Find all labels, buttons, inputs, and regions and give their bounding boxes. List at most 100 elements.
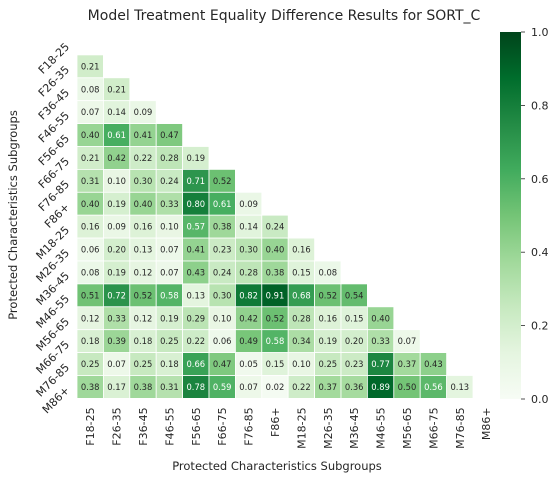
cell-value-label: 0.20 xyxy=(345,336,364,346)
colorbar-tick-label: 0.8 xyxy=(531,99,549,112)
x-tick-label: M86+ xyxy=(480,407,493,440)
colorbar-tick-label: 0.4 xyxy=(531,246,549,259)
cell-value-label: 0.33 xyxy=(160,199,179,209)
cell-value-label: 0.39 xyxy=(107,336,126,346)
cell-value-label: 0.56 xyxy=(424,382,443,392)
cell-value-label: 0.19 xyxy=(107,267,126,277)
cell-value-label: 0.19 xyxy=(107,199,126,209)
cell-value-label: 0.71 xyxy=(186,176,205,186)
cell-value-label: 0.25 xyxy=(318,359,337,369)
cell-value-label: 0.40 xyxy=(81,130,100,140)
cell-value-label: 0.42 xyxy=(107,153,126,163)
x-tick-label: M76-85 xyxy=(454,407,467,448)
cell-value-label: 0.16 xyxy=(134,222,153,232)
cell-value-label: 0.10 xyxy=(107,176,126,186)
x-tick-label: M36-45 xyxy=(348,407,361,448)
cell-value-label: 0.08 xyxy=(81,267,100,277)
cell-value-label: 0.43 xyxy=(424,359,443,369)
heatmap-cell xyxy=(446,375,474,399)
cell-value-label: 0.28 xyxy=(292,313,311,323)
cell-value-label: 0.19 xyxy=(186,153,205,163)
x-tick-label: F76-85 xyxy=(243,407,256,445)
cell-value-label: 0.25 xyxy=(81,359,100,369)
cell-value-label: 0.47 xyxy=(160,130,179,140)
cell-value-label: 0.15 xyxy=(345,313,364,323)
cell-value-label: 0.09 xyxy=(107,222,126,232)
cell-value-label: 0.72 xyxy=(107,290,126,300)
cell-value-label: 0.24 xyxy=(213,267,232,277)
cell-value-label: 0.29 xyxy=(186,313,205,323)
cell-value-label: 0.30 xyxy=(134,176,153,186)
x-tick-labels: F18-25 F26-35 F36-45 F46-55 F56-65 F66-75 F76-… xyxy=(84,407,493,448)
cell-value-label: 0.24 xyxy=(160,176,179,186)
cell-value-label: 0.41 xyxy=(186,245,205,255)
cell-value-label: 0.25 xyxy=(160,336,179,346)
cell-value-label: 0.16 xyxy=(318,313,337,323)
cell-value-label: 0.58 xyxy=(160,290,179,300)
cell-value-label: 0.33 xyxy=(371,336,390,346)
x-tick-label: F18-25 xyxy=(84,407,97,445)
cell-value-label: 0.22 xyxy=(186,336,205,346)
cell-value-label: 0.34 xyxy=(292,336,311,346)
x-tick-label: F36-45 xyxy=(137,407,150,445)
cell-value-label: 0.07 xyxy=(239,382,258,392)
cell-value-label: 0.66 xyxy=(186,359,205,369)
cell-value-label: 0.58 xyxy=(266,336,285,346)
cell-value-label: 0.06 xyxy=(213,336,232,346)
heatmap-cells: 0.21 0.08 0.21 0.07 0.14 0.09 0.40 0.61 0.41 0.47… xyxy=(76,54,474,399)
cell-value-label: 0.57 xyxy=(186,222,205,232)
cell-value-label: 0.13 xyxy=(134,245,153,255)
cell-value-label: 0.47 xyxy=(213,359,232,369)
cell-value-label: 0.25 xyxy=(134,359,153,369)
x-axis-label: Protected Characteristics Subgroups xyxy=(172,459,382,473)
colorbar-tick-label: 0.0 xyxy=(531,393,549,406)
cell-value-label: 0.38 xyxy=(134,382,153,392)
colorbar xyxy=(500,32,521,399)
cell-value-label: 0.07 xyxy=(107,359,126,369)
cell-value-label: 0.08 xyxy=(318,267,337,277)
x-tick-label: F66-75 xyxy=(216,407,229,445)
x-tick-label: M66-75 xyxy=(427,407,440,448)
cell-value-label: 0.15 xyxy=(266,359,285,369)
x-tick-label: F86+ xyxy=(269,407,282,437)
x-tick-label: F26-35 xyxy=(111,407,124,445)
cell-value-label: 0.18 xyxy=(134,336,153,346)
cell-value-label: 0.43 xyxy=(186,267,205,277)
cell-value-label: 0.49 xyxy=(239,336,258,346)
cell-value-label: 0.07 xyxy=(160,267,179,277)
cell-value-label: 0.42 xyxy=(239,313,258,323)
cell-value-label: 0.24 xyxy=(266,222,285,232)
cell-value-label: 0.50 xyxy=(398,382,417,392)
cell-value-label: 0.52 xyxy=(318,290,337,300)
cell-value-label: 0.59 xyxy=(213,382,232,392)
cell-value-label: 0.82 xyxy=(239,290,258,300)
x-tick-label: M46-55 xyxy=(375,407,388,448)
cell-value-label: 0.21 xyxy=(81,153,100,163)
y-tick-labels: F18-25F26-35F36-45F46-55F56-65F66-75F76-… xyxy=(34,40,73,416)
x-tick-label: M26-35 xyxy=(322,407,335,448)
cell-value-label: 0.18 xyxy=(81,336,100,346)
cell-value-label: 0.23 xyxy=(345,359,364,369)
cell-value-label: 0.14 xyxy=(239,222,258,232)
cell-value-label: 0.09 xyxy=(239,199,258,209)
cell-value-label: 0.23 xyxy=(213,245,232,255)
cell-value-label: 0.80 xyxy=(186,199,205,209)
cell-value-label: 0.52 xyxy=(266,313,285,323)
cell-value-label: 0.19 xyxy=(318,336,337,346)
x-tick-label: M18-25 xyxy=(295,407,308,448)
cell-value-label: 0.12 xyxy=(134,313,153,323)
cell-value-label: 0.20 xyxy=(107,245,126,255)
cell-value-label: 0.09 xyxy=(134,107,153,117)
cell-value-label: 0.31 xyxy=(160,382,179,392)
cell-value-label: 0.52 xyxy=(213,176,232,186)
cell-value-label: 0.54 xyxy=(345,290,364,300)
cell-value-label: 0.40 xyxy=(371,313,390,323)
cell-value-label: 0.21 xyxy=(81,61,100,71)
cell-value-label: 0.16 xyxy=(292,245,311,255)
colorbar-tick-label: 0.6 xyxy=(531,173,549,186)
cell-value-label: 0.07 xyxy=(160,245,179,255)
cell-value-label: 0.10 xyxy=(213,313,232,323)
cell-value-label: 0.78 xyxy=(186,382,205,392)
cell-value-label: 0.28 xyxy=(239,267,258,277)
colorbar-ticks: 0.0 0.2 0.4 0.6 0.8 1.0 xyxy=(521,26,549,406)
